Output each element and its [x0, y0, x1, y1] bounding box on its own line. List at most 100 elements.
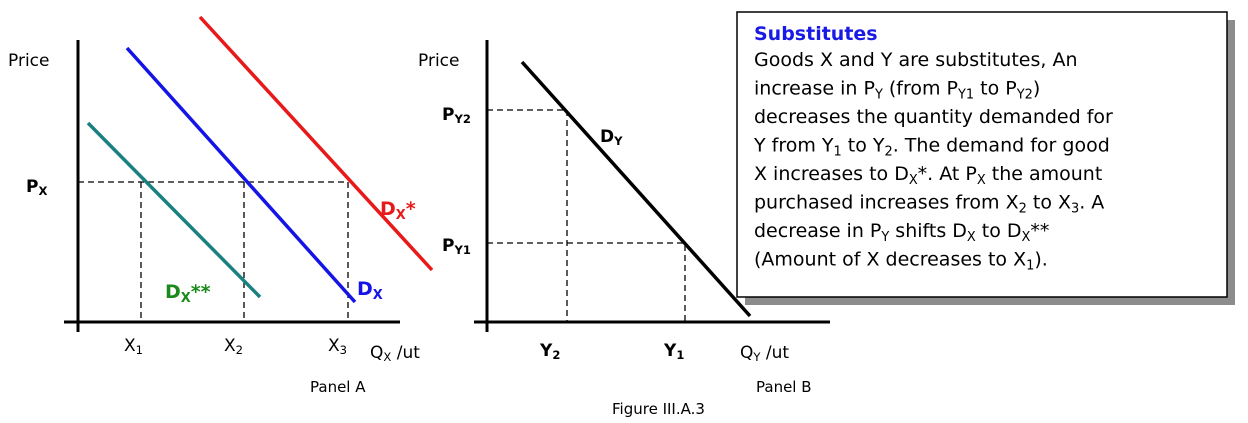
text-run: Y: [539, 341, 553, 361]
text-run: X: [328, 336, 340, 356]
subscript: X: [1022, 230, 1031, 245]
text-run: the amount: [986, 163, 1103, 185]
text-run: decrease in P: [754, 220, 881, 242]
note-line: decrease in PY shifts DX to DX**: [754, 220, 1049, 245]
text-run: Q: [370, 343, 383, 363]
price-label: PY1: [442, 236, 471, 257]
axis-label: Price: [8, 51, 49, 71]
subscript: 2: [552, 348, 560, 362]
subscript: X: [38, 184, 47, 198]
tick-label: Y1: [663, 341, 684, 362]
text-run: **: [191, 281, 211, 303]
subscript: X: [909, 173, 918, 188]
subscript: Y1: [453, 243, 470, 257]
note-line: decreases the quantity demanded for: [754, 106, 1113, 128]
subscript: Y: [613, 134, 623, 148]
guide-line: [487, 242, 686, 322]
text-run: increase in P: [754, 78, 875, 100]
text-run: to P: [974, 78, 1017, 100]
text-run: *: [406, 198, 416, 220]
subscript: Y: [752, 350, 761, 364]
text-run: P: [442, 105, 454, 125]
subscript: 2: [885, 144, 893, 159]
axis-label: QX /ut: [370, 343, 420, 364]
text-run: (from P: [883, 78, 958, 100]
subscript: 1: [1026, 258, 1034, 273]
subscript: X: [977, 173, 986, 188]
curve-label: DX*: [380, 198, 416, 223]
text-run: . A: [1079, 192, 1104, 214]
text-run: shifts D: [889, 220, 967, 242]
curve-label: DX: [357, 278, 383, 303]
panel-caption: Panel A: [310, 378, 366, 396]
text-run: (Amount of X decreases to X: [754, 249, 1026, 271]
demand-curve: [198, 15, 434, 272]
text-run: to D: [976, 220, 1022, 242]
text-run: Q: [740, 343, 753, 363]
text-run: ).: [1034, 249, 1047, 271]
subscript: 2: [1019, 201, 1027, 216]
subscript: X: [967, 230, 976, 245]
subscript: Y: [880, 230, 889, 245]
price-label: PY2: [442, 105, 471, 126]
subscript: 1: [676, 348, 684, 362]
note-title: Substitutes: [754, 23, 878, 45]
figure-caption: Figure III.A.3: [612, 400, 705, 418]
note-line: (Amount of X decreases to X1).: [754, 249, 1048, 274]
text-run: to X: [1027, 192, 1071, 214]
text-run: *. At P: [918, 163, 977, 185]
text-run: purchased increases from X: [754, 192, 1019, 214]
text-run: ): [1033, 78, 1040, 100]
subscript: X: [396, 208, 406, 223]
axis-label: QY /ut: [740, 343, 789, 364]
note-line: Goods X and Y are substitutes, An: [754, 49, 1078, 71]
subscript: 1: [834, 144, 842, 159]
subscript: 2: [236, 343, 243, 357]
text-run: Y: [663, 341, 677, 361]
panel-caption: Panel B: [756, 378, 812, 396]
text-run: X: [124, 336, 136, 356]
text-run: /ut: [391, 343, 420, 363]
demand-curve: [125, 46, 357, 304]
note-box: [736, 11, 1228, 298]
tick-label: X2: [224, 336, 243, 357]
text-run: D: [600, 127, 614, 147]
text-run: Y from Y: [753, 135, 834, 157]
text-run: . The demand for good: [893, 135, 1110, 157]
demand-curve: [86, 121, 262, 299]
subscript: Y: [874, 87, 883, 102]
note-line: purchased increases from X2 to X3. A: [754, 192, 1104, 217]
subscript: X: [373, 288, 383, 303]
text-run: X: [224, 336, 236, 356]
subscript: X: [181, 291, 191, 306]
text-run: P: [26, 177, 38, 197]
text-run: D: [380, 198, 396, 220]
note-body: Goods X and Y are substitutes, An increas…: [753, 49, 1113, 273]
tick-label: X1: [124, 336, 143, 357]
tick-label: X3: [328, 336, 347, 357]
demand-curve: [520, 60, 752, 318]
curve-label: DY: [600, 127, 623, 148]
guide-line: [487, 109, 568, 322]
text-run: to Y: [842, 135, 885, 157]
text-run: decreases the quantity demanded for: [754, 106, 1113, 128]
subscript: 3: [340, 343, 347, 357]
text-run: /ut: [760, 343, 789, 363]
subscript: X: [383, 350, 391, 364]
subscript: Y1: [957, 87, 974, 102]
note-line: X increases to DX*. At PX the amount: [754, 163, 1102, 188]
axis-label: Price: [418, 51, 459, 71]
subscript: Y2: [1016, 87, 1033, 102]
text-run: D: [165, 281, 181, 303]
tick-label: Y2: [539, 341, 560, 362]
text-run: P: [442, 236, 454, 256]
text-run: D: [357, 278, 373, 300]
subscript: Y2: [453, 112, 470, 126]
note-line: increase in PY (from PY1 to PY2): [754, 78, 1040, 103]
note-line: Y from Y1 to Y2. The demand for good: [753, 135, 1110, 160]
price-label: PX: [26, 177, 47, 198]
curve-label: DX**: [165, 281, 211, 306]
subscript: 3: [1071, 201, 1079, 216]
